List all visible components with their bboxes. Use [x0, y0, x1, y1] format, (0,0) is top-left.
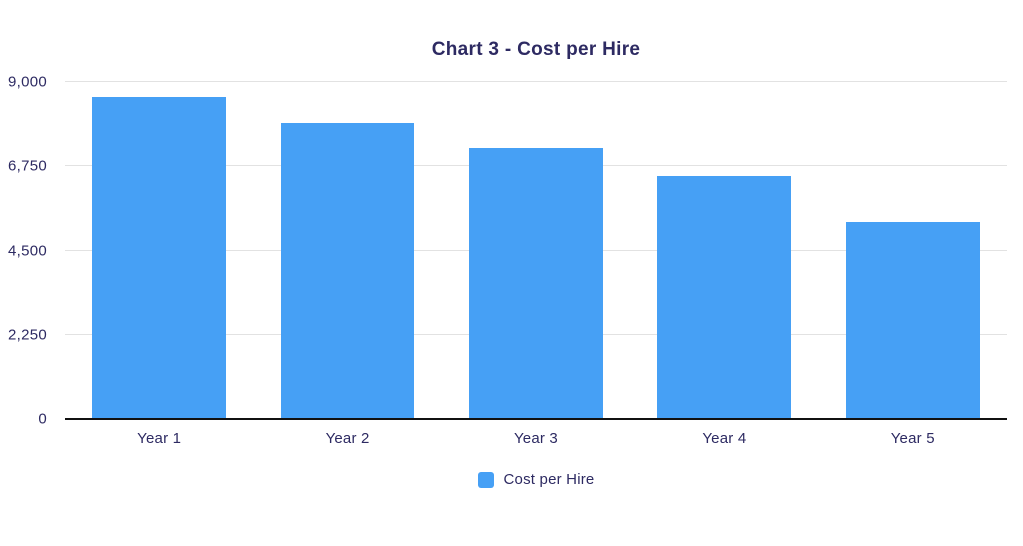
- x-tick-label: Year 4: [702, 430, 747, 447]
- bar-year-1: [92, 96, 227, 419]
- x-tick-label: Year 3: [513, 430, 558, 447]
- y-tick-label: 9,000: [7, 73, 47, 91]
- chart-title: Chart 3 - Cost per Hire: [431, 39, 641, 60]
- x-tick-label: Year 2: [325, 430, 370, 447]
- y-tick-label: 4,500: [7, 242, 47, 259]
- bars-row: [65, 82, 1007, 419]
- legend-label: Cost per Hire: [503, 471, 595, 488]
- bar-slot: [630, 82, 818, 419]
- bar-year-5: [845, 222, 980, 419]
- bar-year-2: [280, 123, 415, 419]
- x-tick-label: Year 1: [137, 430, 182, 447]
- x-axis-line: [65, 418, 1007, 420]
- bar-slot: [819, 82, 1007, 419]
- bar-year-4: [657, 175, 792, 419]
- gridline: [65, 81, 1007, 82]
- bar-slot: [65, 82, 253, 419]
- bar-slot: [253, 82, 441, 419]
- legend-swatch-icon: [477, 471, 494, 488]
- bar-slot: [442, 82, 630, 419]
- x-tick-label: Year 5: [890, 430, 935, 447]
- y-axis-labels: 0 2,250 4,500 6,750 9,000: [0, 74, 47, 428]
- y-tick-label: 6,750: [7, 157, 47, 175]
- x-axis-labels: Year 1 Year 2 Year 3 Year 4 Year 5: [65, 430, 1007, 447]
- plot-area: [65, 81, 1007, 420]
- y-tick-label: 0: [38, 410, 47, 428]
- y-tick-label: 2,250: [7, 326, 47, 344]
- bar-year-3: [469, 147, 603, 419]
- legend: Cost per Hire: [65, 471, 1007, 488]
